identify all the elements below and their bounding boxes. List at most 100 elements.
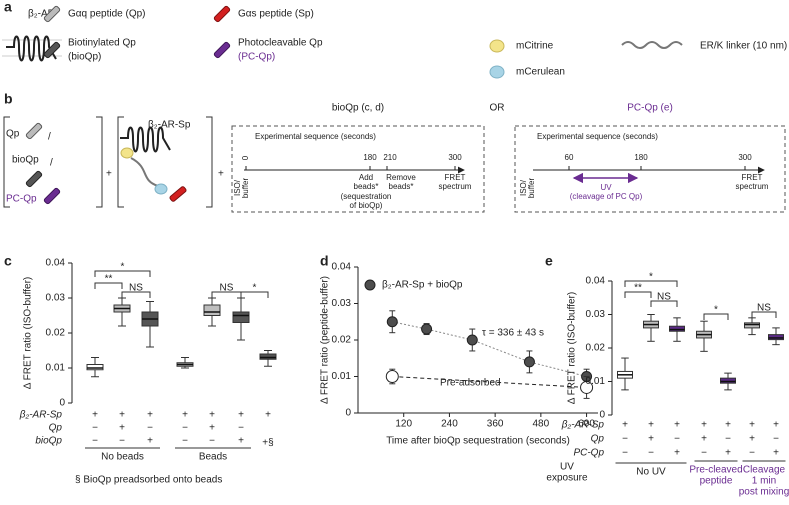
row-label: β₂-AR-Sp <box>561 420 605 431</box>
row-cell: + <box>92 410 98 421</box>
time-label: 300 <box>738 153 752 162</box>
panel-b: b Qp / bioQp / PC-Qp + β₂-AR-Sp + bioQp … <box>3 91 786 213</box>
significance-bracket <box>240 291 269 298</box>
x-tick-label: 360 <box>487 419 504 430</box>
row-cell: − <box>725 434 731 445</box>
y-axis-label: Δ FRET ratio (peptide-buffer) <box>320 276 331 404</box>
qp-icon <box>25 122 43 140</box>
row-cell: + <box>238 410 244 421</box>
cerulean-icon <box>489 65 505 79</box>
qp-icon <box>43 5 61 23</box>
legend-text: Biotinylated Qp <box>68 38 136 49</box>
group-title: exposure <box>546 473 588 484</box>
point <box>421 323 433 335</box>
group-title: UV <box>560 462 574 473</box>
legend-text: β₂-AR <box>28 9 55 20</box>
row-cell: + <box>622 420 628 431</box>
significance-bracket <box>94 282 123 289</box>
bioqp-icon <box>25 170 43 188</box>
plus: + <box>106 169 112 180</box>
sequence-title: bioQp (c, d) <box>332 103 384 114</box>
row-cell: − <box>674 434 680 445</box>
significance-label: NS <box>757 303 771 314</box>
row-cell: + <box>701 420 707 431</box>
box <box>744 322 760 329</box>
significance-label: * <box>714 305 718 316</box>
row-cell: +§ <box>262 438 273 449</box>
or-text: OR <box>490 103 505 114</box>
legend-text: mCitrine <box>516 41 554 52</box>
y-tick-label: 0.01 <box>332 371 352 382</box>
y-tick-label: 0.02 <box>586 343 606 354</box>
timeline-ticks <box>568 166 746 170</box>
row-cell: + <box>674 448 680 459</box>
x-axis-label: Time after bioQp sequestration (seconds) <box>386 436 570 447</box>
citrine <box>120 147 134 159</box>
legend-text: Gαq peptide (Qp) <box>68 9 146 20</box>
significance-label: * <box>121 262 125 273</box>
significance-bracket <box>751 311 777 318</box>
row-cell: + <box>147 436 153 447</box>
y-axis-label: Δ FRET ratio (ISO-buffer) <box>23 277 34 389</box>
time-label: 0 <box>241 155 250 160</box>
y-tick-label: 0.02 <box>332 335 352 346</box>
x-tick-label: 120 <box>395 419 412 430</box>
bracket <box>117 116 213 208</box>
separator: / <box>48 132 51 143</box>
annotation: τ = 336 ± 43 s <box>482 328 544 339</box>
significance-label: NS <box>657 292 671 303</box>
event-text: (sequestration <box>341 192 392 201</box>
sequence-title: PC-Qp (e) <box>627 103 673 114</box>
row-label: β₂-AR-Sp <box>19 410 63 421</box>
group-label: No UV <box>636 467 666 478</box>
event-text: spectrum <box>439 182 472 191</box>
time-label: 210 <box>383 153 397 162</box>
event-text: (cleavage of PC Qp) <box>570 192 643 201</box>
row-cell: − <box>119 436 125 447</box>
significance-label: NS <box>129 283 143 294</box>
point <box>523 356 535 368</box>
significance-label: NS <box>220 283 234 294</box>
event-text: FRET <box>742 173 763 182</box>
y-tick-label: 0.01 <box>586 376 606 387</box>
panel-label: b <box>4 91 13 107</box>
row-cell: − <box>92 423 98 434</box>
row-cell: − <box>238 423 244 434</box>
row-label: bioQp <box>35 436 62 447</box>
significance-label: * <box>253 283 257 294</box>
y-tick-label: 0.02 <box>46 328 66 339</box>
row-cell: + <box>749 434 755 445</box>
significance-bracket <box>703 313 729 320</box>
row-cell: − <box>622 434 628 445</box>
row-cell: + <box>119 423 125 434</box>
row-cell: + <box>209 423 215 434</box>
event-text: buffer <box>241 178 250 199</box>
panel-label: c <box>4 253 12 269</box>
y-tick-label: 0.03 <box>46 293 66 304</box>
x-tick-label: 480 <box>533 419 550 430</box>
time-label: 180 <box>363 153 377 162</box>
peptide-text: PC-Qp <box>6 194 37 205</box>
point <box>580 380 594 394</box>
row-cell: − <box>773 434 779 445</box>
panel-label: d <box>320 253 329 269</box>
x-tick-label: 600 <box>578 419 595 430</box>
panel-a: a β₂-AR Gαq peptide (Qp) Gαs peptide (Sp… <box>2 0 787 79</box>
legend-text: Gαs peptide (Sp) <box>238 9 314 20</box>
sequence-heading: Experimental sequence (seconds) <box>255 132 376 141</box>
sequence-box <box>514 125 786 213</box>
row-cell: + <box>265 410 271 421</box>
box <box>768 334 784 341</box>
legend-text: mCerulean <box>516 67 565 78</box>
time-label: 300 <box>448 153 462 162</box>
series-label: Pre-adsorbed <box>440 378 501 389</box>
panel-label: e <box>545 253 553 269</box>
legend-text: Photocleavable Qp <box>238 38 323 49</box>
linker <box>130 157 159 187</box>
time-label: 180 <box>634 153 648 162</box>
group-label: post mixing <box>739 487 789 498</box>
event-text: ISO/ <box>519 179 528 196</box>
row-cell: + <box>773 448 779 459</box>
event-text: buffer <box>527 178 536 199</box>
